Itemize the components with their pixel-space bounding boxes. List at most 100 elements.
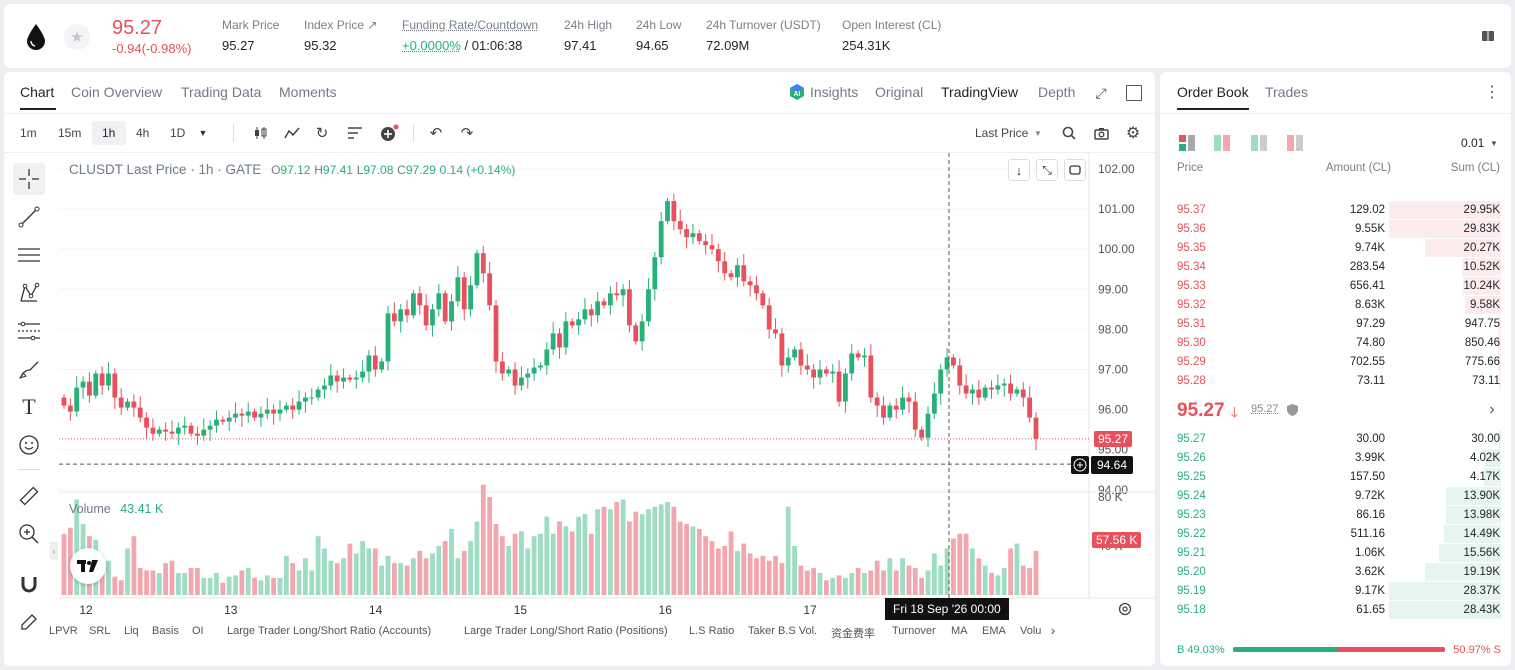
- indicator-oi[interactable]: OI: [192, 625, 204, 637]
- mid-expand-arrow-icon[interactable]: ›: [1489, 401, 1495, 418]
- search-icon[interactable]: [1060, 124, 1078, 142]
- horizontal-lines-tool-icon[interactable]: [13, 239, 45, 271]
- bid-row[interactable]: 95.23 86.16 13.98K: [1170, 506, 1508, 525]
- magnet-tool-icon[interactable]: [13, 568, 45, 600]
- book-icon[interactable]: [1478, 26, 1498, 46]
- tab-depth[interactable]: Depth: [1038, 84, 1076, 100]
- indicators-icon[interactable]: [283, 124, 301, 142]
- tab-original[interactable]: Original: [875, 84, 924, 100]
- price-source-select[interactable]: Last Price: [975, 126, 1029, 140]
- add-alert-icon[interactable]: [379, 124, 399, 142]
- brush-tool-icon[interactable]: [13, 353, 45, 385]
- bid-row[interactable]: 95.21 1.06K 15.56K: [1170, 544, 1508, 563]
- candlestick-chart[interactable]: 102.00 101.00 100.00 99.00 98.00 97.00 96.00 95…: [4, 153, 1155, 623]
- collapse-icon[interactable]: ⤡: [1036, 159, 1058, 181]
- book-asks-view-icon[interactable]: [1286, 134, 1304, 152]
- chart-settings-icon[interactable]: [1116, 600, 1134, 618]
- trend-line-tool-icon[interactable]: [13, 201, 45, 233]
- price-source-caret-icon[interactable]: ▼: [1034, 128, 1042, 138]
- indicator-turnover[interactable]: Turnover: [892, 625, 936, 637]
- favorite-star-icon[interactable]: ★: [64, 24, 90, 50]
- settings-gear-icon[interactable]: ⚙: [1125, 125, 1141, 142]
- candle-style-icon[interactable]: [252, 124, 270, 142]
- tab-trades[interactable]: Trades: [1265, 84, 1309, 100]
- book-both-view-icon[interactable]: [1178, 134, 1196, 152]
- tradingview-logo-icon[interactable]: [70, 548, 106, 584]
- maximize-pane-icon[interactable]: [1064, 159, 1086, 181]
- precision-caret-icon[interactable]: ▼: [1490, 138, 1498, 148]
- legend-l-label: L: [356, 163, 364, 177]
- indicator-srl[interactable]: SRL: [89, 625, 111, 637]
- redo-icon[interactable]: ↷: [460, 125, 474, 142]
- pattern-tool-icon[interactable]: [13, 277, 45, 309]
- interval-1d[interactable]: 1D: [170, 126, 186, 140]
- index-price-label[interactable]: Index Price ↗: [304, 18, 378, 32]
- interval-4h[interactable]: 4h: [136, 126, 150, 140]
- indicator-funding-rate[interactable]: 资金费率: [831, 628, 875, 640]
- tab-tradingview[interactable]: TradingView: [941, 84, 1019, 100]
- ask-row[interactable]: 95.33 656.41 10.24K: [1170, 277, 1508, 296]
- bid-row[interactable]: 95.27 30.00 30.00: [1170, 430, 1508, 449]
- templates-icon[interactable]: [346, 124, 364, 142]
- bid-row[interactable]: 95.22 511.16 14.49K: [1170, 525, 1508, 544]
- bid-row[interactable]: 95.20 3.62K 19.19K: [1170, 563, 1508, 582]
- pencil-lock-tool-icon[interactable]: [13, 606, 45, 638]
- ask-row[interactable]: 95.31 97.29 947.75: [1170, 315, 1508, 334]
- tab-insights[interactable]: Insights: [810, 84, 859, 100]
- ask-row[interactable]: 95.28 73.11 73.11: [1170, 372, 1508, 391]
- bid-row[interactable]: 95.25 157.50 4.17K: [1170, 468, 1508, 487]
- bid-row[interactable]: 95.19 9.17K 28.37K: [1170, 582, 1508, 601]
- indicator-basis[interactable]: Basis: [152, 625, 179, 637]
- ask-row[interactable]: 95.34 283.54 10.52K: [1170, 258, 1508, 277]
- indicator-ma[interactable]: MA: [951, 625, 968, 637]
- ask-row[interactable]: 95.36 9.55K 29.83K: [1170, 220, 1508, 239]
- ask-row[interactable]: 95.29 702.55 775.66: [1170, 353, 1508, 372]
- expand-icon[interactable]: ⤢: [1095, 84, 1107, 101]
- interval-15m[interactable]: 15m: [58, 126, 82, 140]
- interval-dropdown-icon[interactable]: ▼: [198, 128, 208, 138]
- indicator-next-icon[interactable]: ›: [1050, 622, 1056, 638]
- interval-1h[interactable]: 1h: [102, 126, 116, 140]
- text-tool-icon[interactable]: T: [22, 394, 36, 419]
- undo-icon[interactable]: ↶: [429, 125, 443, 142]
- ruler-tool-icon[interactable]: [13, 480, 45, 512]
- ask-row[interactable]: 95.35 9.74K 20.27K: [1170, 239, 1508, 258]
- bid-row[interactable]: 95.26 3.99K 4.02K: [1170, 449, 1508, 468]
- collapse-toolbar-icon[interactable]: ‹: [50, 542, 58, 560]
- more-menu-icon[interactable]: ⋮: [1484, 84, 1500, 101]
- fib-tool-icon[interactable]: [13, 315, 45, 347]
- tab-moments[interactable]: Moments: [279, 84, 337, 100]
- replay-icon[interactable]: ↻: [315, 125, 329, 142]
- bid-row[interactable]: 95.18 61.65 28.43K: [1170, 601, 1508, 620]
- scroll-down-icon[interactable]: ↓: [1008, 159, 1030, 181]
- indicator-large-trader-accounts[interactable]: Large Trader Long/Short Ratio (Accounts): [227, 625, 432, 637]
- bid-row[interactable]: 95.24 9.72K 13.90K: [1170, 487, 1508, 506]
- zoom-in-tool-icon[interactable]: [13, 518, 45, 550]
- emoji-tool-icon[interactable]: [13, 429, 45, 461]
- volume-bar: [544, 516, 550, 595]
- crosshair-tool-icon[interactable]: [13, 163, 45, 195]
- add-line-icon[interactable]: [1071, 456, 1089, 474]
- indicator-ema[interactable]: EMA: [982, 625, 1006, 637]
- ask-row[interactable]: 95.32 8.63K 9.58K: [1170, 296, 1508, 315]
- book-bids-view-icon[interactable]: [1250, 134, 1268, 152]
- indicator-taker-vol[interactable]: Taker B.S Vol.: [748, 625, 818, 637]
- indicator-volume[interactable]: Volu: [1020, 625, 1042, 637]
- ask-price: 95.28: [1177, 375, 1206, 387]
- interval-1m[interactable]: 1m: [20, 126, 37, 140]
- precision-select[interactable]: 0.01: [1461, 136, 1485, 150]
- book-split-view-icon[interactable]: [1213, 134, 1231, 152]
- tab-order-book[interactable]: Order Book: [1177, 84, 1249, 100]
- ask-row[interactable]: 95.37 129.02 29.95K: [1170, 201, 1508, 220]
- ask-row[interactable]: 95.30 74.80 850.46: [1170, 334, 1508, 353]
- indicator-large-trader-positions[interactable]: Large Trader Long/Short Ratio (Positions…: [464, 625, 668, 637]
- indicator-lpvr[interactable]: LPVR: [49, 625, 78, 637]
- indicator-ls-ratio[interactable]: L.S Ratio: [689, 625, 735, 637]
- tab-coin-overview[interactable]: Coin Overview: [71, 84, 163, 100]
- camera-icon[interactable]: [1092, 124, 1110, 142]
- window-icon[interactable]: [1126, 85, 1142, 101]
- mark-shield-icon: [1286, 404, 1298, 416]
- indicator-liq[interactable]: Liq: [124, 625, 139, 637]
- tab-trading-data[interactable]: Trading Data: [181, 84, 262, 100]
- tab-chart[interactable]: Chart: [20, 84, 55, 100]
